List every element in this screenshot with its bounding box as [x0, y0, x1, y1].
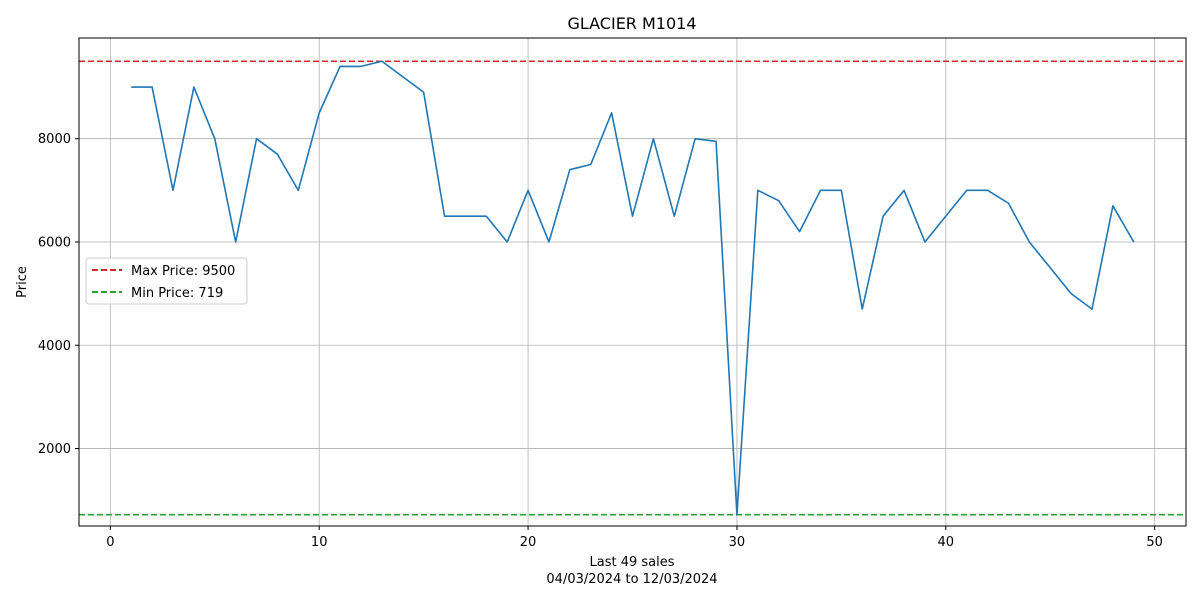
y-axis-label: Price	[15, 266, 30, 298]
x-axis-label: Last 49 sales	[589, 555, 674, 570]
reference-lines	[79, 60, 1186, 516]
grid	[79, 38, 1186, 526]
x-tick-label: 20	[520, 535, 537, 550]
x-tick-label: 40	[938, 535, 955, 550]
x-axis-date-range: 04/03/2024 to 12/03/2024	[546, 572, 717, 587]
price-series-line	[131, 60, 1135, 516]
x-tick-label: 50	[1146, 535, 1163, 550]
y-tick-label: 4000	[38, 339, 71, 354]
y-axis-ticks: 2000 4000 6000 8000	[38, 132, 79, 457]
x-tick-label: 0	[106, 535, 114, 550]
series-layer	[131, 60, 1135, 516]
legend-max-label: Max Price: 9500	[131, 264, 235, 279]
legend-box	[85, 257, 248, 305]
y-tick-label: 2000	[38, 442, 71, 457]
x-tick-label: 30	[729, 535, 746, 550]
chart-title: GLACIER M1014	[567, 14, 696, 33]
legend-min-label: Min Price: 719	[131, 286, 223, 301]
plot-frame	[78, 37, 1187, 527]
x-axis-ticks: 0 10 20 30 40 50	[106, 526, 1163, 550]
x-tick-label: 10	[311, 535, 328, 550]
y-tick-label: 6000	[38, 235, 71, 250]
legend: Max Price: 9500 Min Price: 719	[85, 257, 248, 305]
y-tick-label: 8000	[38, 132, 71, 147]
